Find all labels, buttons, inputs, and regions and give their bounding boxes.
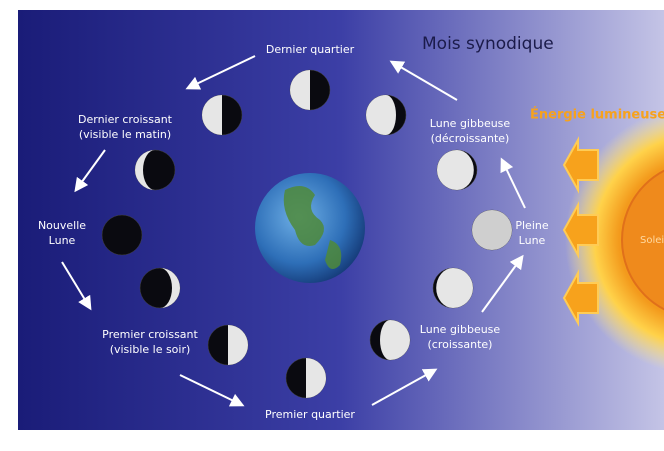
phase-label: Pleine (515, 219, 548, 232)
earth (255, 173, 365, 283)
moons (101, 69, 513, 399)
phase-label: (croissante) (428, 338, 493, 351)
moon-lit (437, 150, 474, 190)
moon-lit (202, 95, 222, 135)
moon-lit (436, 268, 473, 308)
moon-lit (472, 210, 512, 250)
phase-label: Lune (49, 234, 76, 247)
moon-lit (380, 320, 410, 360)
phase-label: Dernier croissant (78, 113, 173, 126)
phase-label: Lune (519, 234, 546, 247)
phase-label: Lune gibbeuse (420, 323, 501, 336)
phase-label: Lune gibbeuse (430, 117, 511, 130)
moon-lit (160, 268, 180, 308)
phase-label: Dernier quartier (266, 43, 355, 56)
moon-lit (228, 325, 248, 365)
phase-label: Premier quartier (265, 408, 355, 421)
sun-label: Soleil (640, 235, 664, 246)
moon-lit (290, 70, 310, 110)
title: Mois synodique (422, 34, 554, 54)
cycle-arrows (61, 55, 526, 407)
moon-lit (135, 150, 155, 190)
phase-label: Premier croissant (102, 328, 198, 341)
phase-label: (visible le matin) (79, 128, 171, 141)
labels: Dernier quartier Dernier croissant (visibl… (38, 43, 549, 421)
moon-dark (101, 214, 143, 256)
phase-label: (décroissante) (431, 132, 510, 145)
phase-label: Nouvelle (38, 219, 86, 232)
moon-lit (366, 95, 396, 135)
energy-label: Énergie lumineuse (530, 107, 664, 123)
energy-arrows (562, 136, 599, 327)
moon-lit (306, 358, 326, 398)
phase-label: (visible le soir) (110, 343, 191, 356)
